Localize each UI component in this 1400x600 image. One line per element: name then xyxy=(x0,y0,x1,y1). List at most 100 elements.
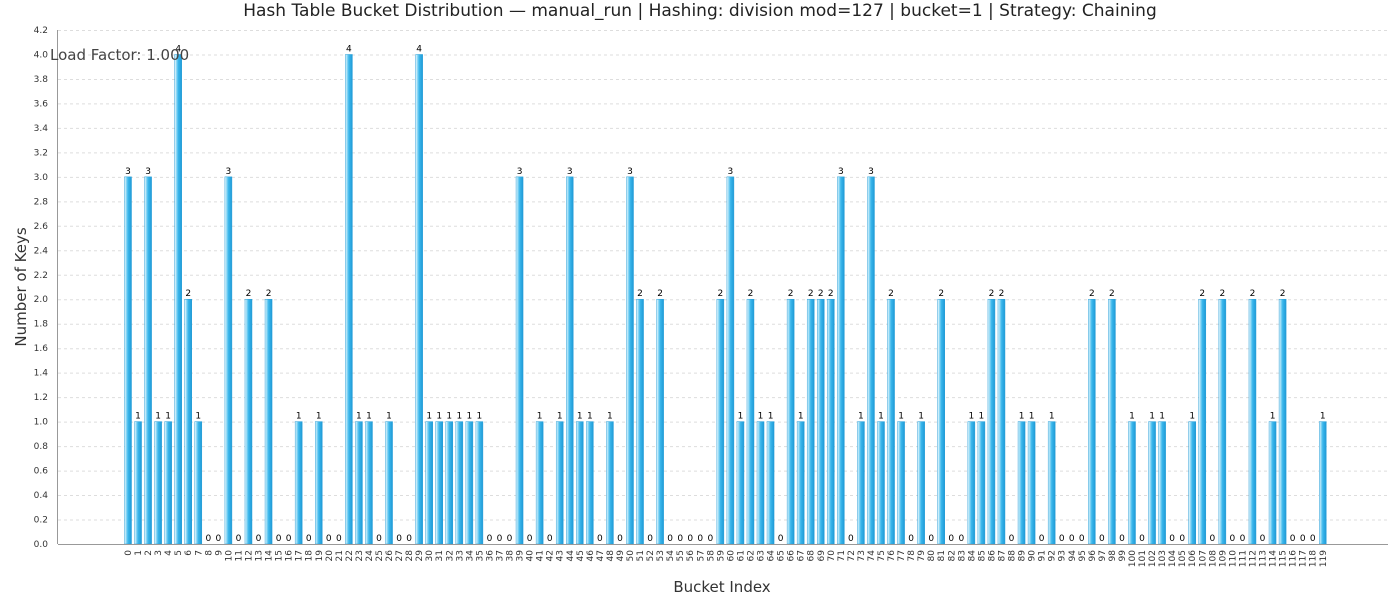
bar-value-label: 0 xyxy=(687,534,693,544)
bar-value-label: 1 xyxy=(557,412,563,422)
x-tick-label: 29 xyxy=(415,550,425,562)
bar-value-label: 1 xyxy=(436,412,442,422)
bar-value-label: 1 xyxy=(135,412,141,422)
x-tick-label: 114 xyxy=(1269,550,1279,567)
bar xyxy=(566,176,574,545)
x-tick-label: 102 xyxy=(1148,550,1158,567)
x-tick-label: 83 xyxy=(957,550,967,561)
bar xyxy=(576,421,584,545)
x-tick-label: 3 xyxy=(154,550,164,556)
bar xyxy=(445,421,454,545)
bar-value-label: 0 xyxy=(778,534,784,544)
bar xyxy=(1158,421,1166,545)
x-tick-label: 11 xyxy=(234,550,244,561)
x-tick-label: 71 xyxy=(837,550,847,561)
x-tick-label: 118 xyxy=(1309,550,1319,567)
x-tick-label: 44 xyxy=(566,550,576,562)
x-tick-label: 32 xyxy=(445,550,455,561)
bar-value-label: 0 xyxy=(1290,534,1296,544)
x-tick-label: 84 xyxy=(967,550,977,562)
bar-value-label: 1 xyxy=(898,412,904,422)
x-tick-label: 46 xyxy=(586,550,596,562)
x-tick-label: 79 xyxy=(917,550,927,562)
bar-value-label: 1 xyxy=(738,412,744,422)
x-tick-label: 116 xyxy=(1289,550,1299,567)
bar-value-label: 2 xyxy=(1109,289,1115,299)
x-tick-label: 58 xyxy=(706,550,716,562)
bar-value-label: 2 xyxy=(246,289,252,299)
x-tick-label: 78 xyxy=(907,550,917,562)
x-tick-label: 67 xyxy=(797,550,807,561)
bar xyxy=(184,298,192,545)
bar xyxy=(144,176,152,545)
bar xyxy=(435,421,443,545)
bar xyxy=(736,421,745,545)
y-tick-label: 0.0 xyxy=(34,540,49,550)
bar xyxy=(1128,421,1136,545)
x-tick-label: 51 xyxy=(636,550,646,561)
bar-value-label: 1 xyxy=(316,412,322,422)
x-tick-label: 8 xyxy=(204,550,214,556)
x-tick-label: 21 xyxy=(335,550,345,561)
bar xyxy=(174,54,182,545)
bar-value-label: 1 xyxy=(456,412,462,422)
x-tick-label: 34 xyxy=(465,550,475,562)
bar-value-label: 0 xyxy=(697,534,703,544)
bar-value-label: 1 xyxy=(366,412,372,422)
bar xyxy=(315,421,323,545)
bar-value-label: 0 xyxy=(647,534,653,544)
x-tick-label: 43 xyxy=(556,550,566,561)
x-tick-label: 97 xyxy=(1098,550,1108,561)
x-tick-label: 92 xyxy=(1048,550,1058,561)
bar-value-label: 0 xyxy=(256,534,262,544)
bar-value-label: 3 xyxy=(226,167,232,177)
bar xyxy=(475,421,484,545)
bar xyxy=(626,176,634,545)
x-tick-label: 104 xyxy=(1168,550,1178,567)
bar-value-label: 3 xyxy=(517,167,523,177)
bar-value-label: 4 xyxy=(416,44,422,54)
x-tick-label: 14 xyxy=(265,550,275,562)
bar xyxy=(786,298,795,545)
bar xyxy=(887,298,895,545)
bar xyxy=(345,54,353,545)
y-tick-label: 4.2 xyxy=(34,26,48,36)
x-tick-label: 45 xyxy=(576,550,586,561)
bar-value-label: 0 xyxy=(597,534,603,544)
x-tick-label: 85 xyxy=(977,550,987,561)
x-tick-label: 103 xyxy=(1158,550,1168,567)
bar-value-label: 0 xyxy=(1179,534,1185,544)
x-tick-label: 56 xyxy=(686,550,696,562)
x-tick-label: 13 xyxy=(255,550,265,561)
bar-value-label: 2 xyxy=(717,289,723,299)
bar-value-label: 0 xyxy=(376,534,382,544)
bar-value-label: 1 xyxy=(607,412,613,422)
x-tick-label: 57 xyxy=(696,550,706,561)
y-tick-label: 1.0 xyxy=(34,418,49,428)
bar xyxy=(134,421,142,545)
bar-value-label: 1 xyxy=(1149,412,1155,422)
x-tick-label: 42 xyxy=(546,550,556,561)
bar-value-label: 0 xyxy=(527,534,533,544)
bar-value-label: 0 xyxy=(215,534,221,544)
bar-value-label: 1 xyxy=(537,412,543,422)
y-tick-label: 0.8 xyxy=(34,442,49,452)
x-tick-label: 59 xyxy=(716,550,726,562)
bar xyxy=(817,298,825,545)
x-tick-label: 23 xyxy=(355,550,365,561)
x-tick-label: 69 xyxy=(817,550,827,562)
x-tick-label: 90 xyxy=(1028,550,1038,562)
bar-value-label: 1 xyxy=(1049,412,1055,422)
y-tick-label: 2.4 xyxy=(34,246,49,256)
bar xyxy=(636,298,644,545)
x-tick-label: 60 xyxy=(726,550,736,562)
y-tick-label: 1.2 xyxy=(34,393,48,403)
x-tick-label: 106 xyxy=(1188,550,1198,567)
y-tick-label: 2.0 xyxy=(34,295,49,305)
load-factor-annotation: Load Factor: 1.000 xyxy=(50,46,189,64)
x-tick-label: 105 xyxy=(1178,550,1188,567)
x-tick-label: 82 xyxy=(947,550,957,561)
x-tick-label: 15 xyxy=(275,550,285,561)
bar-value-label: 0 xyxy=(908,534,914,544)
